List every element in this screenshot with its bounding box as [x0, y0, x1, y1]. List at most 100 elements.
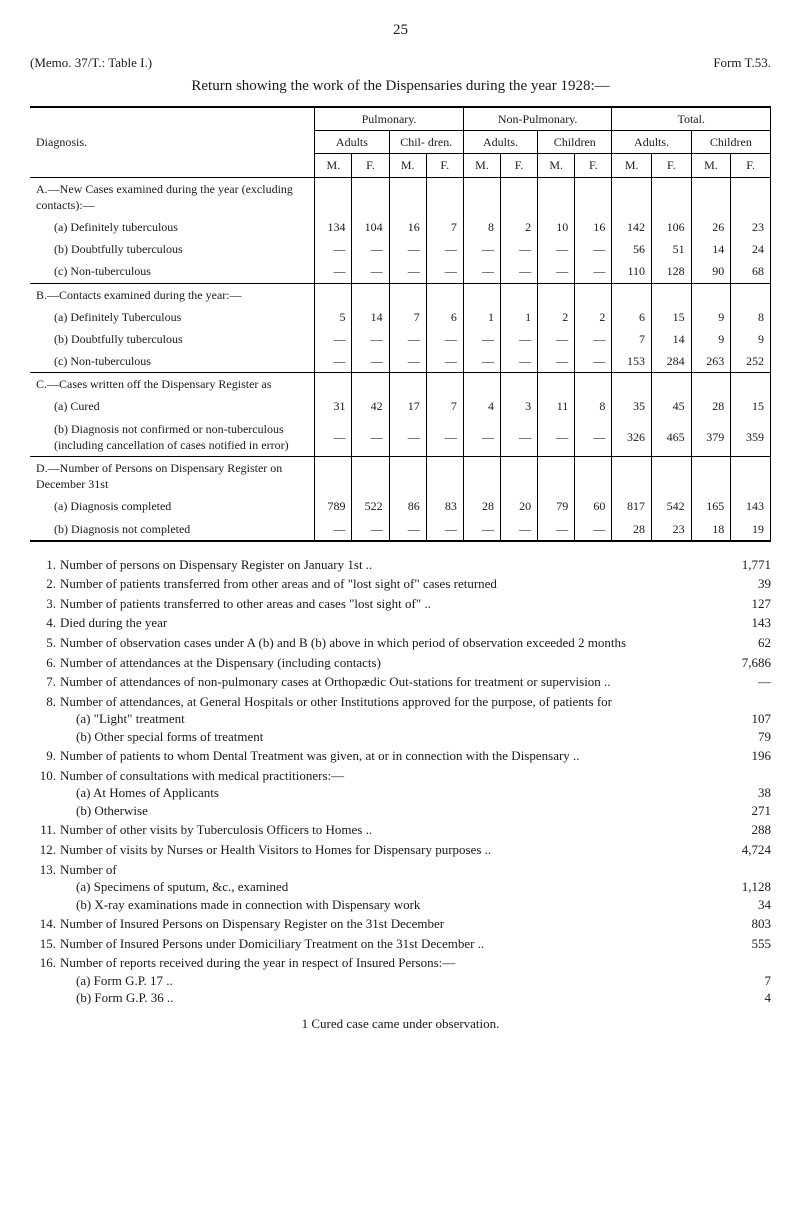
value-cell: [612, 373, 652, 396]
table-group-header-row: Diagnosis. Pulmonary. Non-Pulmonary. Tot…: [30, 107, 771, 131]
stat-value: 39: [703, 575, 771, 593]
value-cell: 14: [352, 306, 389, 328]
stat-value: 196: [703, 747, 771, 765]
value-cell: —: [352, 238, 389, 260]
value-cell: 35: [612, 395, 652, 417]
value-cell: 7: [426, 395, 463, 417]
value-cell: [731, 283, 771, 306]
value-cell: 153: [612, 350, 652, 373]
value-cell: [501, 373, 538, 396]
stat-item: Died during the year143: [60, 614, 771, 632]
value-cell: 2: [575, 306, 612, 328]
value-cell: 789: [315, 495, 352, 517]
stat-value: 271: [703, 802, 771, 820]
table-row: C.—Cases written off the Dispensary Regi…: [30, 373, 771, 396]
value-cell: [463, 283, 500, 306]
stat-label: (a) Specimens of sputum, &c., examined: [76, 878, 703, 896]
table-row: (a) Cured31421774311835452815: [30, 395, 771, 417]
value-cell: [691, 177, 731, 216]
value-cell: —: [575, 350, 612, 373]
value-cell: —: [463, 260, 500, 283]
value-cell: 106: [652, 216, 692, 238]
value-cell: 2: [501, 216, 538, 238]
stat-value: 62: [703, 634, 771, 652]
diagnosis-cell: (c) Non-tuberculous: [30, 260, 315, 283]
stat-item: Number of(a) Specimens of sputum, &c., e…: [60, 861, 771, 914]
stat-label: Number of reports received during the ye…: [60, 954, 703, 972]
value-cell: [389, 457, 426, 496]
value-cell: 68: [731, 260, 771, 283]
value-cell: 15: [731, 395, 771, 417]
stat-label: (b) Otherwise: [76, 802, 703, 820]
value-cell: 17: [389, 395, 426, 417]
stat-sub-row: (b) Otherwise271: [60, 802, 771, 820]
value-cell: 143: [731, 495, 771, 517]
stat-item: Number of other visits by Tuberculosis O…: [60, 821, 771, 839]
value-cell: —: [426, 518, 463, 541]
diagnosis-cell: (a) Definitely Tuberculous: [30, 306, 315, 328]
sub-header: Children: [538, 131, 612, 154]
stat-value: 7: [703, 972, 771, 990]
value-cell: 522: [352, 495, 389, 517]
value-cell: —: [389, 238, 426, 260]
value-cell: [652, 457, 692, 496]
value-cell: —: [352, 518, 389, 541]
stat-value: 127: [703, 595, 771, 613]
value-cell: —: [463, 328, 500, 350]
value-cell: 18: [691, 518, 731, 541]
stat-sub-row: (a) Specimens of sputum, &c., examined1,…: [60, 878, 771, 896]
stat-item: Number of patients transferred to other …: [60, 595, 771, 613]
value-cell: [426, 457, 463, 496]
value-cell: —: [389, 350, 426, 373]
diagnosis-cell: D.—Number of Persons on Dispensary Regis…: [30, 457, 315, 496]
value-cell: —: [426, 418, 463, 457]
value-cell: —: [538, 350, 575, 373]
value-cell: —: [352, 260, 389, 283]
mf-header: F.: [426, 154, 463, 177]
value-cell: [538, 457, 575, 496]
form-ref: Form T.53.: [713, 54, 771, 72]
diagnosis-header: Diagnosis.: [30, 107, 315, 177]
stat-item: Number of reports received during the ye…: [60, 954, 771, 1007]
value-cell: [652, 283, 692, 306]
sub-header: Adults.: [612, 131, 691, 154]
col-group-nonpulmonary: Non-Pulmonary.: [463, 107, 612, 131]
value-cell: 16: [575, 216, 612, 238]
value-cell: 359: [731, 418, 771, 457]
value-cell: [315, 373, 352, 396]
value-cell: 8: [731, 306, 771, 328]
mf-header: M.: [612, 154, 652, 177]
value-cell: 284: [652, 350, 692, 373]
value-cell: 1: [463, 306, 500, 328]
table-row: (b) Doubtfully tuberculous————————565114…: [30, 238, 771, 260]
stat-value: 803: [703, 915, 771, 933]
value-cell: —: [575, 518, 612, 541]
mf-header: F.: [352, 154, 389, 177]
value-cell: [612, 283, 652, 306]
value-cell: [575, 283, 612, 306]
table-row: A.—New Cases examined during the year (e…: [30, 177, 771, 216]
value-cell: [731, 457, 771, 496]
value-cell: 28: [463, 495, 500, 517]
value-cell: 90: [691, 260, 731, 283]
value-cell: 20: [501, 495, 538, 517]
value-cell: 263: [691, 350, 731, 373]
value-cell: [612, 177, 652, 216]
value-cell: 19: [731, 518, 771, 541]
stat-label: Number of visits by Nurses or Health Vis…: [60, 841, 703, 859]
table-row: (a) Definitely tuberculous13410416782101…: [30, 216, 771, 238]
value-cell: —: [538, 328, 575, 350]
value-cell: [426, 177, 463, 216]
stat-label: Number of patients to whom Dental Treatm…: [60, 747, 703, 765]
value-cell: 817: [612, 495, 652, 517]
value-cell: [463, 177, 500, 216]
value-cell: [352, 457, 389, 496]
value-cell: —: [315, 238, 352, 260]
value-cell: —: [352, 418, 389, 457]
table-row: (a) Diagnosis completed78952286832820796…: [30, 495, 771, 517]
stat-item: Number of attendances, at General Hospit…: [60, 693, 771, 746]
stat-label: Died during the year: [60, 614, 703, 632]
value-cell: 6: [426, 306, 463, 328]
footnote: 1 Cured case came under observation.: [30, 1015, 771, 1033]
diagnosis-cell: (a) Definitely tuberculous: [30, 216, 315, 238]
